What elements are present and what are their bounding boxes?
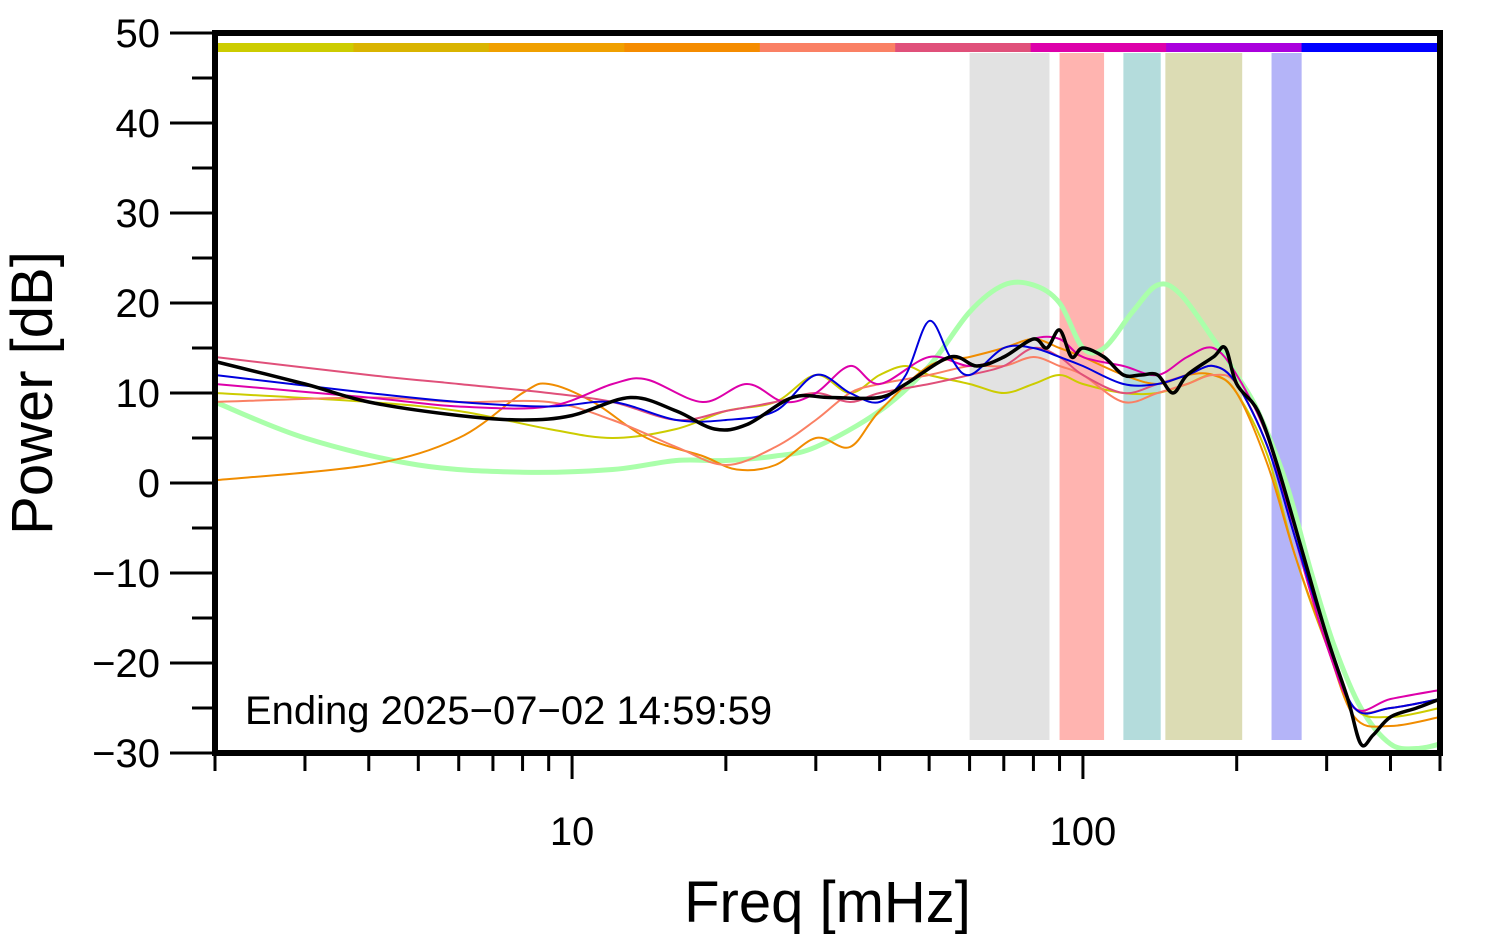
series-lines [212,279,1443,752]
series-line [214,365,1441,719]
y-tick-label: 50 [116,12,161,56]
color-bar-segment [218,43,354,52]
color-bar-segment [1030,43,1167,52]
series-line [214,338,1441,728]
y-tick-label: 20 [116,282,161,326]
frequency-bands [969,53,1302,740]
series-line [212,279,1443,752]
x-axis-title: Freq [mHz] [684,870,971,935]
frequency-band [1165,53,1243,740]
frequency-band [1123,53,1161,740]
frequency-band [969,53,1050,740]
series-line [213,328,1442,748]
y-tick-label: 10 [116,372,161,416]
color-bar-segment [1166,43,1303,52]
x-axis-ticks: 10 100 [213,753,1442,854]
end-time-annotation: Ending 2025−07−02 14:59:59 [245,689,772,733]
x-tick-label: 10 [550,810,595,854]
frequency-band [1059,53,1105,740]
color-bar-segment [488,43,625,52]
y-axis-ticks: 50 40 30 20 10 0 −10 −20 −30 [92,12,215,776]
y-tick-label: 30 [116,192,161,236]
y-tick-label: 40 [116,102,161,146]
color-bar-segment [1301,43,1438,52]
top-color-bar [218,43,1438,52]
x-tick-label: 100 [1050,810,1117,854]
y-tick-label: −20 [92,642,160,686]
y-tick-label: −30 [92,732,160,776]
color-bar-segment [353,43,490,52]
color-bar-segment [759,43,896,52]
y-tick-label: −10 [92,552,160,596]
frequency-band [1271,53,1302,740]
color-bar-segment [624,43,761,52]
color-bar-segment [895,43,1032,52]
plot-frame [212,30,1443,756]
series-line [214,335,1441,712]
y-tick-label: 0 [138,462,160,506]
y-axis-title: Power [dB] [0,251,65,535]
